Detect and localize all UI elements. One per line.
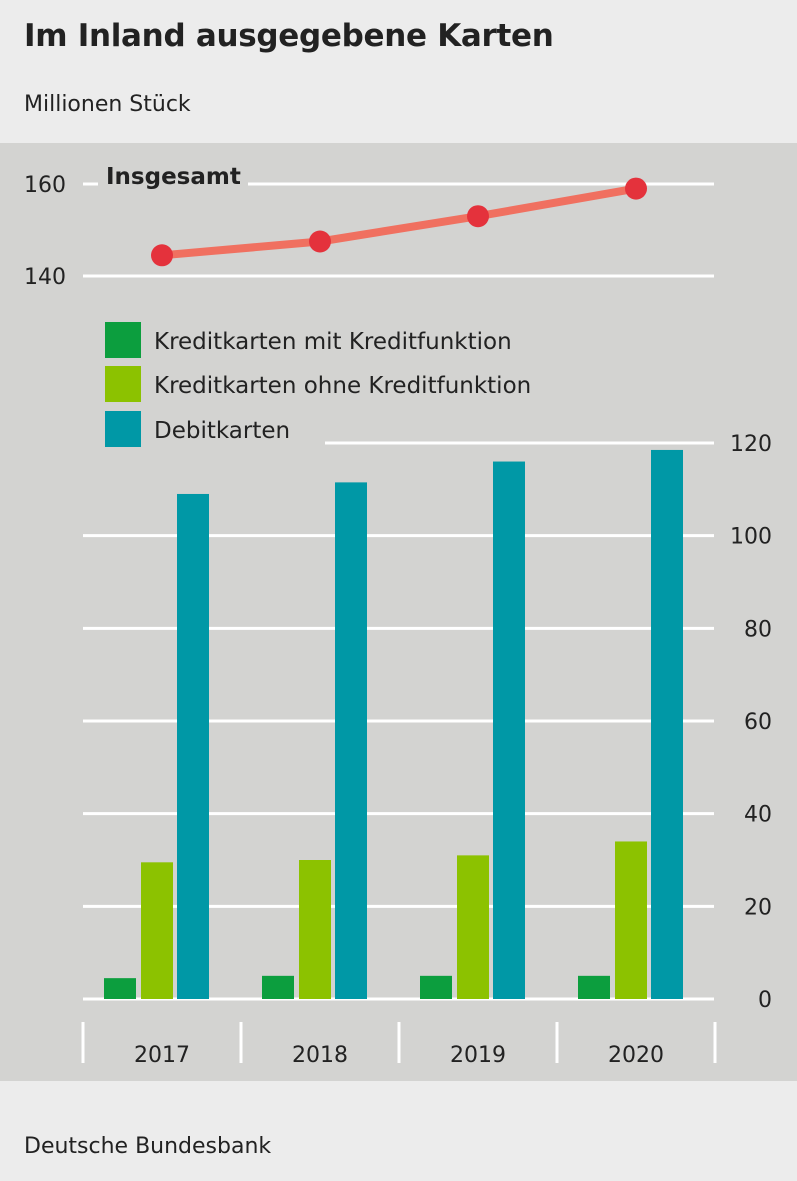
x-tick-label: 2018 [292, 1043, 348, 1068]
bar-y-axis: 0 20 40 60 80 100 120 [730, 432, 772, 1013]
bar-y-tick-label: 0 [758, 988, 772, 1013]
total-series [151, 177, 647, 267]
bar [457, 855, 489, 999]
chart-area: 140 160 Insgesamt 0 20 40 60 80 100 120 Kreditk… [0, 143, 797, 1081]
line-y-axis: 140 160 [24, 173, 66, 290]
total-point [309, 230, 331, 253]
series-label-background [98, 160, 248, 196]
x-tick-label: 2020 [608, 1043, 664, 1068]
total-line [158, 184, 640, 260]
legend-label-kredit-ohne: Kreditkarten ohne Kreditfunktion [154, 373, 531, 399]
bar [420, 975, 452, 999]
bar [299, 860, 331, 999]
bar-series [104, 449, 683, 1000]
total-point [625, 177, 647, 200]
chart-subtitle: Millionen Stück [24, 92, 191, 117]
bar [104, 978, 136, 999]
bar [578, 975, 610, 999]
total-point [151, 244, 173, 267]
bar [651, 449, 683, 999]
bar-y-tick-label: 80 [744, 617, 772, 642]
legend-swatch-kredit-ohne [105, 366, 141, 402]
bar [335, 482, 367, 1000]
bar [177, 493, 209, 999]
bar-y-tick-label: 20 [744, 895, 772, 920]
x-axis: 2017 2018 2019 2020 [81, 1022, 717, 1068]
series-label-insgesamt: Insgesamt [106, 164, 241, 190]
bar [141, 862, 173, 999]
bar [262, 975, 294, 999]
legend-swatch-debit [105, 411, 141, 447]
line-y-tick-label: 140 [24, 265, 66, 290]
legend-label-kredit-mit: Kreditkarten mit Kreditfunktion [154, 329, 512, 355]
bar-y-tick-label: 60 [744, 710, 772, 735]
x-tick-label: 2017 [134, 1043, 190, 1068]
x-tick-label: 2019 [450, 1043, 506, 1068]
bar-y-tick-label: 120 [730, 432, 772, 457]
line-y-tick-label: 160 [24, 173, 66, 198]
bar-y-tick-label: 100 [730, 525, 772, 550]
chart-title: Im Inland ausgegebene Karten [24, 18, 554, 54]
bar [493, 461, 525, 999]
total-point [467, 205, 489, 228]
legend: Kreditkarten mit Kreditfunktion Kreditka… [105, 322, 531, 447]
source-note: Deutsche Bundesbank [24, 1134, 272, 1159]
legend-label-debit: Debitkarten [154, 418, 290, 444]
legend-swatch-kredit-mit [105, 322, 141, 358]
bar-y-tick-label: 40 [744, 803, 772, 828]
bar [615, 841, 647, 999]
